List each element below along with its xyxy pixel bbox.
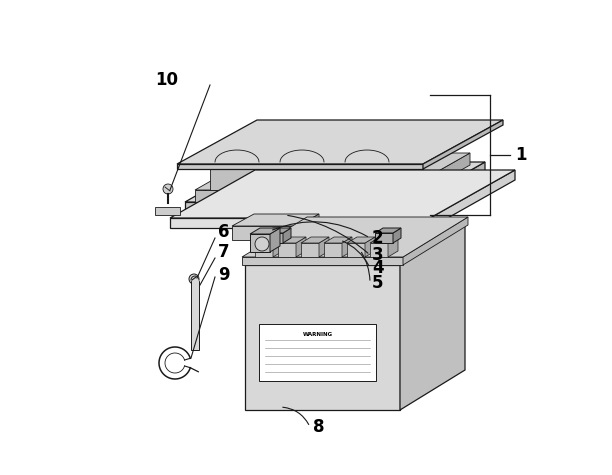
Polygon shape [265,233,283,243]
Polygon shape [270,228,280,252]
Circle shape [163,184,173,194]
Text: 8: 8 [313,418,324,436]
Polygon shape [324,243,342,257]
Polygon shape [265,228,291,233]
Polygon shape [255,237,283,243]
Polygon shape [296,237,306,257]
Polygon shape [232,214,319,226]
Text: 2: 2 [372,229,384,247]
Polygon shape [375,228,401,233]
Polygon shape [275,162,330,190]
Polygon shape [301,243,319,257]
Polygon shape [388,237,398,257]
Polygon shape [278,243,296,257]
Polygon shape [195,153,470,190]
Polygon shape [370,243,388,257]
Polygon shape [245,265,400,410]
Polygon shape [365,237,375,257]
Polygon shape [347,237,375,243]
Circle shape [255,237,269,251]
Text: 6: 6 [218,223,230,241]
Text: 1: 1 [515,146,526,164]
Text: 10: 10 [155,71,178,89]
Polygon shape [177,120,503,164]
Polygon shape [170,170,515,218]
Polygon shape [185,202,415,220]
Polygon shape [342,237,352,257]
Polygon shape [278,237,306,243]
Text: 4: 4 [372,259,384,277]
Polygon shape [283,228,291,243]
Polygon shape [400,225,465,410]
Polygon shape [340,150,415,162]
Polygon shape [242,217,468,257]
Polygon shape [375,233,393,243]
Polygon shape [210,150,285,162]
Polygon shape [245,225,465,265]
Polygon shape [340,162,395,190]
Polygon shape [155,207,180,215]
Polygon shape [430,170,515,228]
Polygon shape [273,237,283,257]
Polygon shape [395,150,415,190]
Polygon shape [210,162,265,190]
Polygon shape [415,162,485,220]
Circle shape [189,274,199,284]
Polygon shape [324,237,352,243]
Polygon shape [242,257,403,265]
Text: 7: 7 [218,243,230,261]
Polygon shape [370,237,398,243]
Polygon shape [405,153,470,202]
Polygon shape [297,214,319,240]
Polygon shape [250,234,270,252]
Polygon shape [255,243,273,257]
Polygon shape [403,217,468,265]
Polygon shape [185,162,485,202]
Text: 3: 3 [372,246,384,264]
Polygon shape [275,150,350,162]
Polygon shape [393,228,401,243]
Text: WARNING: WARNING [302,332,332,338]
Polygon shape [330,150,350,190]
Polygon shape [191,280,199,350]
Polygon shape [301,237,329,243]
FancyBboxPatch shape [259,324,376,381]
Polygon shape [250,228,280,234]
Polygon shape [177,164,423,169]
Text: 9: 9 [218,266,230,284]
Polygon shape [319,237,329,257]
Polygon shape [195,190,405,202]
Polygon shape [265,150,285,190]
Text: 5: 5 [372,274,384,292]
Polygon shape [347,243,365,257]
Polygon shape [232,226,297,240]
Polygon shape [423,120,503,169]
Polygon shape [170,218,430,228]
